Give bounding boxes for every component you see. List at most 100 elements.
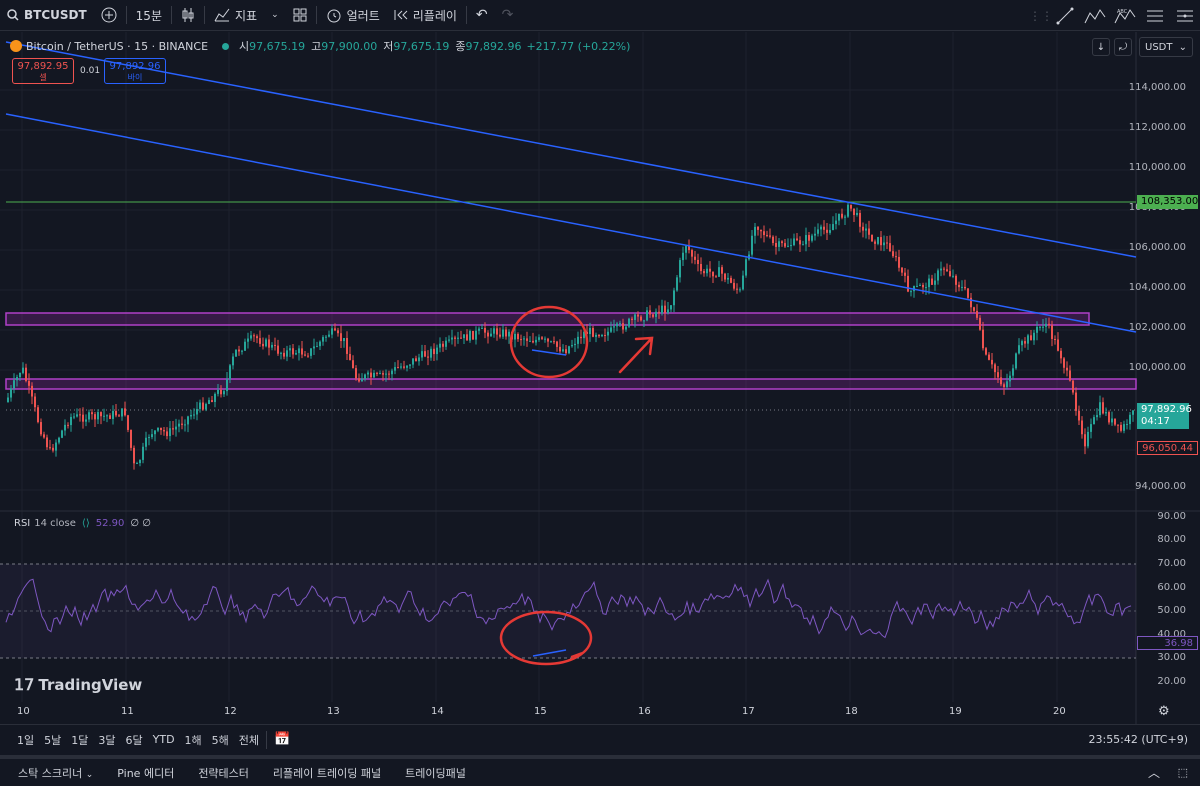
candle-body (628, 318, 630, 327)
candle-body (700, 263, 702, 272)
candle-body (895, 256, 897, 258)
rsi-eye-icon[interactable]: ⟨⟩ (81, 518, 90, 529)
trendline-lower[interactable] (5, 113, 1137, 333)
undo-button[interactable]: ↶ (469, 0, 495, 31)
candle-body (79, 414, 81, 416)
annotation-dash[interactable] (570, 652, 583, 658)
candle-body (961, 286, 963, 288)
candle-body (1132, 410, 1134, 415)
candle-body (661, 305, 663, 314)
range-1y[interactable]: 1해 (184, 733, 202, 747)
range-all[interactable]: 전체 (238, 733, 260, 747)
candle-body (487, 332, 489, 337)
panel-bar: 스탁 스크리너 ⌄ Pine 에디터 전략테스터 리플레이 트레이딩 패널 트레… (0, 755, 1200, 786)
candle-body (979, 317, 981, 330)
candle-body (643, 320, 645, 322)
resistance-zone[interactable] (5, 312, 1090, 326)
chart-type-button[interactable] (174, 0, 202, 31)
currency-select[interactable]: USDT ⌄ (1139, 37, 1193, 57)
symbol-search[interactable]: BTCUSDT (0, 0, 94, 31)
divergence-line-price[interactable] (531, 349, 567, 356)
settings-button[interactable]: ⤾ (1114, 38, 1132, 56)
candle-body (556, 341, 558, 347)
range-1d[interactable]: 1일 (17, 733, 35, 747)
candle-body (1078, 410, 1080, 421)
redo-button[interactable]: ↷ (495, 0, 521, 31)
replay-button[interactable]: 리플레이 (387, 0, 464, 31)
range-1m[interactable]: 1달 (71, 733, 89, 747)
range-ytd[interactable]: YTD (152, 733, 175, 746)
candle-body (1081, 420, 1083, 435)
add-symbol-button[interactable] (94, 0, 124, 31)
interval-button[interactable]: 15분 (135, 8, 162, 23)
trendline-upper[interactable] (5, 41, 1137, 258)
chevron-down-icon[interactable]: ⌄ (271, 10, 279, 20)
candle-body (1123, 424, 1125, 431)
symbol-label: BTCUSDT (24, 8, 87, 22)
sell-label: 셀 (39, 73, 47, 82)
candle-body (781, 241, 783, 244)
candle-body (694, 256, 696, 260)
chart-canvas[interactable] (0, 32, 1200, 724)
rsi-legend[interactable]: RSI 14 close ⟨⟩ 52.90 ∅ ∅ (14, 518, 151, 529)
tab-strategy-tester[interactable]: 전략테스터 (198, 766, 249, 780)
candle-body (307, 355, 309, 357)
indicators-button[interactable]: 지표 ⌄ (207, 0, 286, 31)
candle-body (820, 226, 822, 230)
tab-replay-panel[interactable]: 리플레이 트레이딩 패널 (272, 766, 382, 780)
gear-icon[interactable]: ⚙ (1158, 704, 1170, 719)
drag-handle-icon[interactable]: ⋮⋮ (1029, 8, 1053, 23)
candle-body (172, 428, 174, 430)
tradingview-watermark[interactable]: 𝟣𝟩 TradingView (14, 675, 142, 694)
tab-pine-editor[interactable]: Pine 에디터 (117, 766, 175, 780)
fib-retracement-icon[interactable] (1140, 0, 1170, 31)
annotation-circle-rsi[interactable] (499, 610, 593, 666)
trendline-tool-icon[interactable] (1050, 0, 1080, 31)
layouts-button[interactable] (286, 0, 314, 31)
candle-body (619, 323, 621, 325)
candle-body (262, 343, 264, 347)
annotation-arrow[interactable] (618, 336, 654, 374)
candle-body (199, 402, 201, 409)
legend-title[interactable]: Bitcoin / TetherUS · 15 · BINANCE (26, 39, 209, 53)
candle-body (991, 359, 993, 365)
candle-body (1063, 358, 1065, 368)
buy-price: 97,892.96 (109, 61, 161, 72)
candle-body (328, 334, 330, 337)
alert-button[interactable]: 얼러트 (319, 0, 387, 31)
calendar-icon[interactable]: 📅 (274, 732, 291, 747)
scroll-down-button[interactable]: ↓ (1092, 38, 1110, 56)
range-3m[interactable]: 3달 (98, 733, 116, 747)
support-zone[interactable] (5, 378, 1137, 390)
collapse-up-icon[interactable]: ︿ (1147, 766, 1160, 780)
tab-stock-screener[interactable]: 스탁 스크리너 ⌄ (6, 765, 105, 781)
annotation-circle-price[interactable] (509, 305, 589, 379)
candle-body (514, 333, 516, 340)
range-5y[interactable]: 5해 (211, 733, 229, 747)
date-label: 18 (845, 706, 858, 717)
candle-body (568, 346, 570, 354)
candle-body (1126, 424, 1128, 426)
maximize-panel-icon[interactable]: ⬚ (1177, 766, 1188, 779)
pattern-tool-icon[interactable] (1080, 0, 1110, 31)
tab-trading-panel[interactable]: 트레이딩패널 (405, 766, 466, 780)
range-5d[interactable]: 5날 (44, 733, 62, 747)
candle-body (454, 337, 456, 339)
parallel-lines-icon[interactable] (1170, 0, 1200, 31)
buy-button[interactable]: 97,892.96 바이 (104, 58, 166, 84)
candle-body (1090, 424, 1092, 432)
abcd-pattern-icon[interactable]: ABC (1110, 0, 1140, 31)
candle-body (478, 328, 480, 331)
divergence-line-rsi[interactable] (532, 649, 567, 657)
rsi-axis-label: 90.00 (1157, 511, 1186, 522)
candle-body (691, 250, 693, 257)
candle-body (673, 290, 675, 306)
candle-body (1087, 431, 1089, 447)
candle-body (235, 349, 237, 357)
date-label: 16 (638, 706, 651, 717)
candle-body (214, 393, 216, 402)
close-label: 종 (455, 40, 466, 53)
sell-button[interactable]: 97,892.95 셀 (12, 58, 74, 84)
clock[interactable]: 23:55:42 (UTC+9) (1088, 733, 1188, 746)
range-6m[interactable]: 6달 (125, 733, 143, 747)
